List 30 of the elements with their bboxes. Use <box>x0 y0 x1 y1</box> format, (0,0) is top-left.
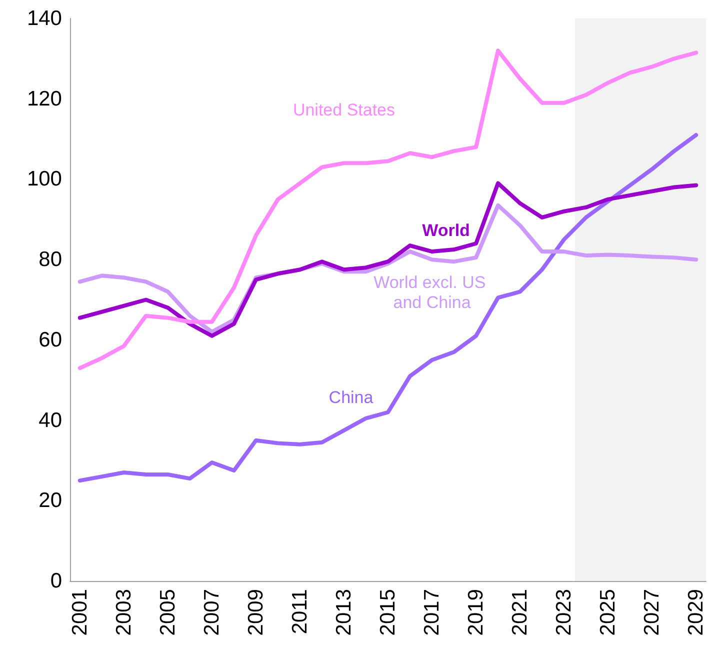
series-label: World <box>422 221 470 240</box>
x-tick-label: 2009 <box>244 589 268 636</box>
y-tick-label: 80 <box>38 248 62 272</box>
y-tick-label: 20 <box>38 489 62 512</box>
x-tick-label: 2001 <box>68 589 92 636</box>
x-tick-label: 2021 <box>508 589 532 636</box>
series-label: China <box>328 388 374 407</box>
x-tick-label: 2007 <box>200 589 224 636</box>
line-series <box>78 48 698 370</box>
line-series <box>78 133 698 483</box>
x-tick-label: 2005 <box>156 589 180 636</box>
x-tick-label: 2017 <box>420 589 444 636</box>
x-tick-label: 2027 <box>640 589 664 636</box>
text: United States <box>292 100 396 120</box>
y-tick-label: 120 <box>26 87 62 110</box>
y-tick-label: 40 <box>38 408 62 432</box>
x-tick-label: 2003 <box>112 589 136 636</box>
y-tick-label: 140 <box>26 7 62 30</box>
y-tick-label: 100 <box>26 168 62 191</box>
x-tick-label: 2013 <box>332 589 356 636</box>
x-tick-label: 2019 <box>464 589 488 636</box>
y-tick-label: 0 <box>50 570 62 592</box>
x-tick-label: 2023 <box>552 589 576 636</box>
line-series <box>78 181 698 338</box>
x-tick-label: 2025 <box>596 589 620 636</box>
series-label: World excl. US and China <box>374 273 490 312</box>
x-tick-label: 2015 <box>376 589 400 636</box>
y-tick-label: 60 <box>38 328 62 352</box>
x-tick-label: 2029 <box>684 589 708 636</box>
x-tick-label: 2011 <box>288 589 312 634</box>
